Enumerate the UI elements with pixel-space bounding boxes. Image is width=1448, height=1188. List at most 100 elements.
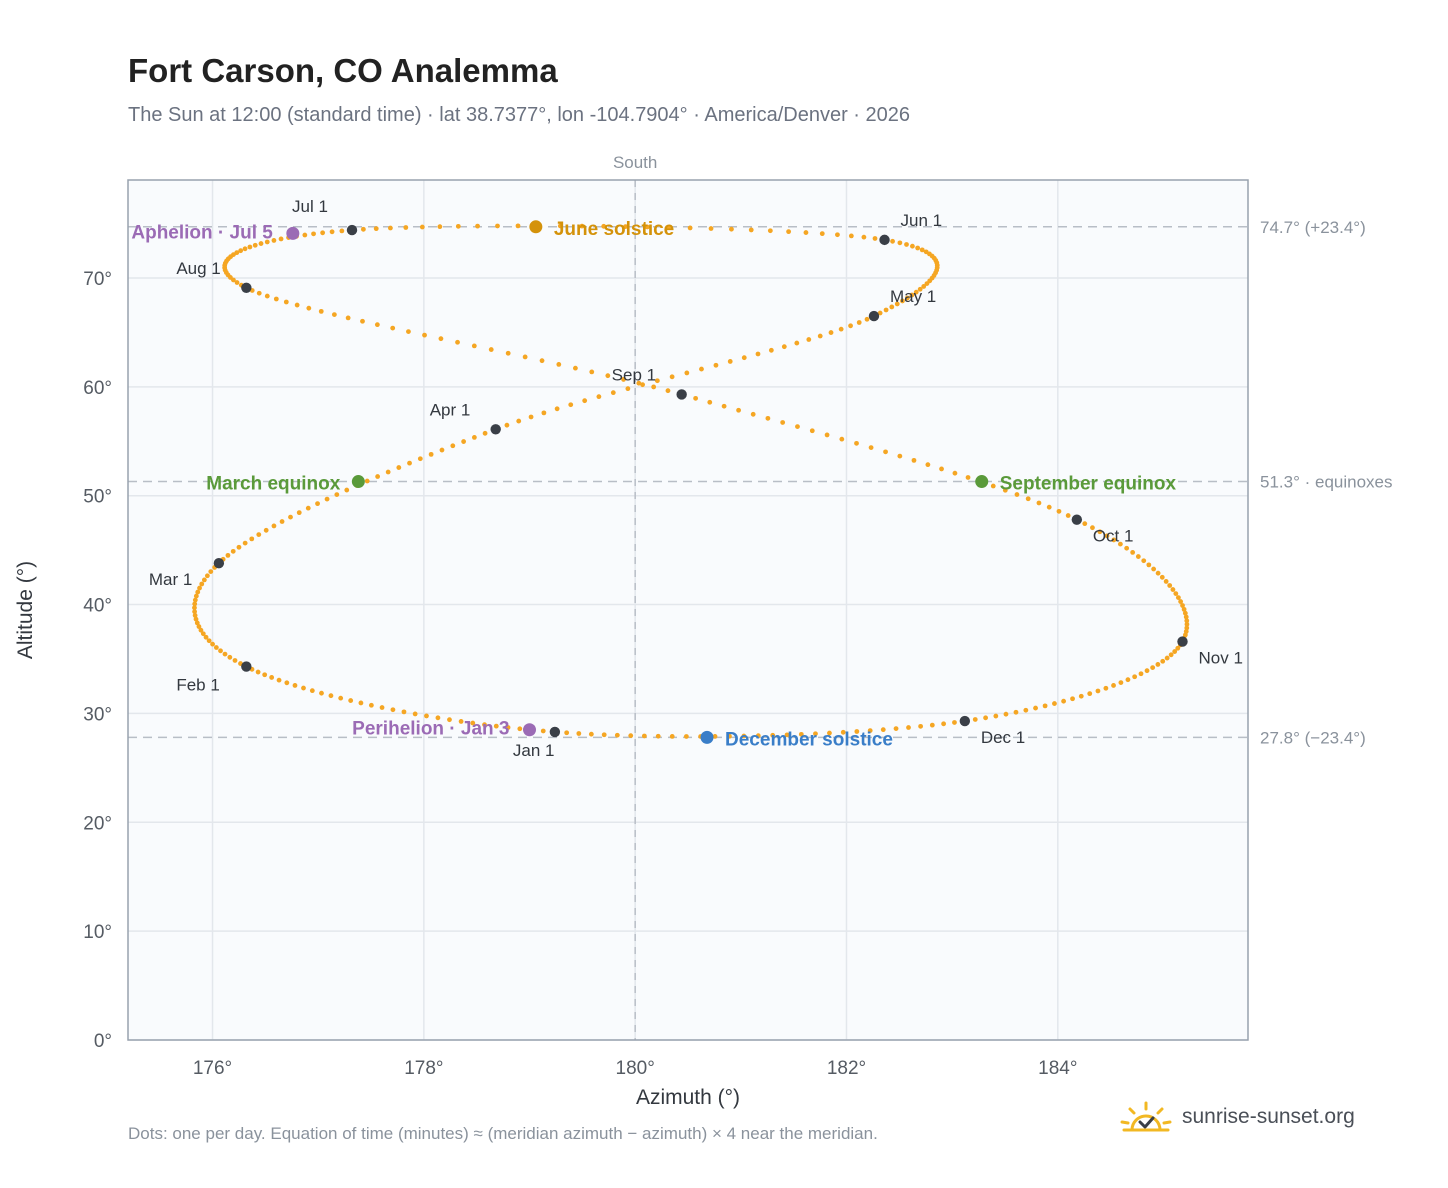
day-dot [588,731,594,737]
day-dot [493,426,499,432]
day-dot [263,527,269,533]
day-dot [929,253,935,259]
day-dot [1180,603,1185,608]
day-dot [755,733,761,739]
brand-logo[interactable]: sunrise-sunset.org [1120,1100,1355,1134]
day-dot [576,731,582,736]
day-dot [687,225,693,231]
day-dot [1132,674,1138,680]
day-dot [601,732,607,738]
day-dot [1184,618,1190,624]
day-dot [698,734,704,739]
day-dot [1151,566,1157,572]
day-dot [360,318,365,324]
reference-lines [128,180,1248,1040]
day-dot [921,284,927,289]
y-tick-label: 20° [83,813,112,834]
day-dot [798,731,804,737]
day-dot [713,362,719,368]
day-dot [309,688,315,694]
day-dot [1052,701,1057,706]
day-dot [204,573,210,579]
day-dot [669,733,675,739]
day-dot [1160,658,1166,664]
day-dot [939,466,944,472]
day-dot [222,260,228,266]
day-dot [222,651,228,657]
sun-check-icon [1120,1101,1172,1132]
day-dot [911,457,917,463]
day-dot [918,723,924,729]
day-dot [933,258,939,263]
day-dot [665,388,671,394]
day-dot [712,733,718,739]
day-dot [417,456,423,462]
brand-name: sunrise-sunset.org [1182,1105,1355,1128]
x-tick-label: 182° [827,1058,866,1079]
day-dot [854,440,859,446]
day-dot [654,378,660,384]
month-marker [868,310,880,322]
day-dot [1135,554,1141,559]
day-dot [915,245,921,251]
day-dot [249,536,255,542]
day-dot [269,675,275,680]
day-dot [893,726,899,732]
event-marker [286,226,300,240]
day-dot [765,415,771,421]
day-dot [770,732,776,738]
day-dot [213,645,219,650]
day-dot [1103,685,1109,691]
day-dot [328,693,334,699]
day-dot [666,225,672,230]
day-dot [422,332,427,338]
day-dot [354,483,360,488]
day-dot [540,728,546,734]
day-dot [727,733,732,739]
day-dot [461,439,467,444]
day-dot [708,226,714,231]
day-dot [1125,677,1131,683]
day-dot [238,248,244,254]
day-dot [803,230,809,235]
day-dot [222,263,228,268]
day-dot [941,721,947,727]
day-dot [931,273,937,278]
month-label: Jul 1 [292,197,328,216]
day-dot [601,223,607,229]
day-dot [252,242,258,248]
day-dot [1087,691,1093,697]
day-dot [201,577,207,583]
day-dot [231,277,236,283]
day-dot [439,447,445,453]
day-dot [929,275,935,281]
day-dot [243,285,249,291]
day-dot [412,711,418,717]
day-dot [450,443,456,449]
day-dot [379,705,385,710]
month-label: Mar 1 [149,570,192,589]
x-tick-label: 178° [404,1058,443,1079]
day-dot [934,262,940,268]
day-dot [276,677,282,683]
day-dot [934,260,940,266]
day-dot [864,316,870,322]
day-dot [579,223,585,229]
day-dot [552,729,558,735]
day-dot [1111,537,1117,543]
month-label: Apr 1 [430,400,471,419]
day-dot [727,359,733,364]
day-dot [1117,541,1123,547]
day-dot [909,292,915,298]
day-dot [835,232,840,238]
day-dot [1138,671,1144,677]
day-dot [1078,693,1084,699]
month-label: Dec 1 [981,728,1025,747]
month-marker [241,661,252,672]
day-dot [1146,562,1152,568]
day-dot [1180,639,1185,644]
day-dot [262,672,268,678]
day-dot [741,355,747,361]
day-dot [222,265,228,271]
